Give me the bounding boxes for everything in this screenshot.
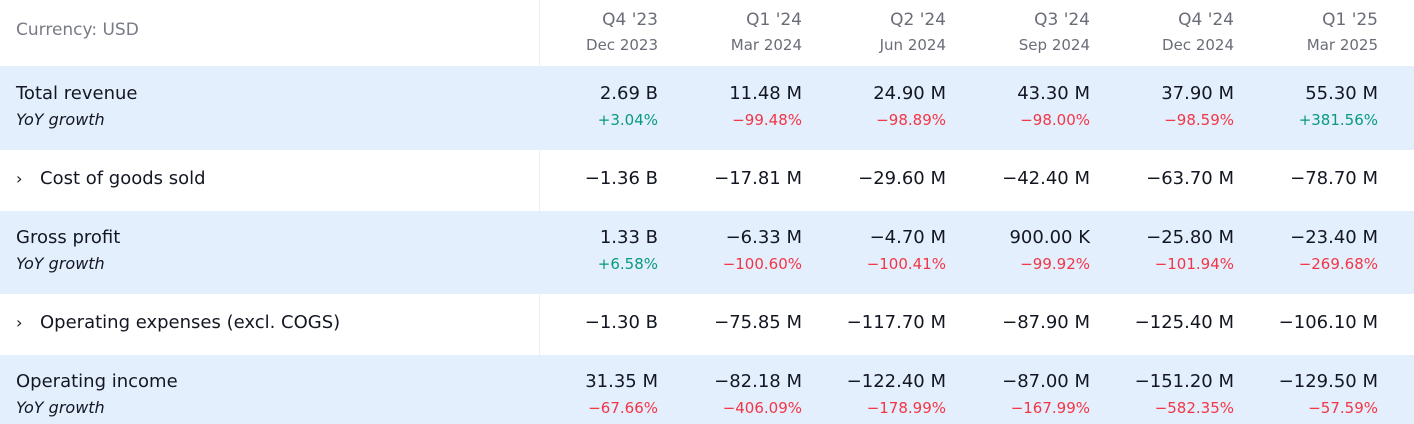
row-operating-expenses[interactable]: › Operating expenses (excl. COGS) −1.30 B…: [0, 294, 1414, 355]
cell-value: −75.85 M: [714, 312, 802, 333]
period-date: Mar 2024: [730, 36, 802, 54]
cell-growth: −582.35%: [1154, 399, 1234, 417]
cell-growth: −99.48%: [732, 111, 802, 129]
row-label: Total revenue: [16, 83, 138, 104]
row-label: Cost of goods sold: [40, 168, 206, 189]
row-label: Operating expenses (excl. COGS): [40, 312, 341, 333]
row-cogs[interactable]: › Cost of goods sold −1.36 B −17.81 M −29…: [0, 150, 1414, 211]
cell-growth: −167.99%: [1010, 399, 1090, 417]
cell-value: −151.20 M: [1134, 371, 1234, 392]
cell-growth: −98.00%: [1020, 111, 1090, 129]
cell-value: −4.70 M: [869, 227, 946, 248]
cell-value: −29.60 M: [858, 168, 946, 189]
cell-growth: −98.89%: [876, 111, 946, 129]
period-date: Dec 2024: [1162, 36, 1234, 54]
row-label: Gross profit: [16, 227, 121, 248]
row-sub-label: YoY growth: [16, 254, 105, 273]
row-label: Operating income: [16, 371, 178, 392]
period-date: Dec 2023: [586, 36, 658, 54]
row-expand-toggle[interactable]: › Cost of goods sold: [16, 168, 206, 189]
cell-value: 31.35 M: [585, 371, 658, 392]
cell-value: −23.40 M: [1290, 227, 1378, 248]
period-quarter: Q1 '24: [746, 10, 802, 30]
chevron-right-icon[interactable]: ›: [16, 169, 23, 188]
cell-value: −122.40 M: [846, 371, 946, 392]
row-expand-toggle[interactable]: › Operating expenses (excl. COGS): [16, 312, 340, 333]
cell-value: 11.48 M: [729, 83, 802, 104]
cell-value: −1.30 B: [584, 312, 658, 333]
cell-growth: −67.66%: [588, 399, 658, 417]
currency-label: Currency: USD: [16, 20, 139, 40]
period-quarter: Q3 '24: [1034, 10, 1090, 30]
cell-value: −42.40 M: [1002, 168, 1090, 189]
cell-growth: −406.09%: [722, 399, 802, 417]
cell-value: 55.30 M: [1305, 83, 1378, 104]
cell-value: −6.33 M: [725, 227, 802, 248]
cell-growth: −101.94%: [1154, 255, 1234, 273]
cell-value: 24.90 M: [873, 83, 946, 104]
period-quarter: Q2 '24: [890, 10, 946, 30]
cell-growth: −100.60%: [722, 255, 802, 273]
cell-growth: −100.41%: [866, 255, 946, 273]
period-quarter: Q4 '23: [602, 10, 658, 30]
row-total-revenue: Total revenue YoY growth 2.69 B +3.04% 1…: [0, 66, 1414, 150]
row-gross-profit: Gross profit YoY growth 1.33 B +6.58% −6…: [0, 211, 1414, 294]
row-operating-income: Operating income YoY growth 31.35 M −67.…: [0, 355, 1414, 424]
cell-value: 2.69 B: [599, 83, 658, 104]
cell-growth: −178.99%: [866, 399, 946, 417]
cell-value: 900.00 K: [1009, 227, 1090, 248]
cell-growth: −269.68%: [1298, 255, 1378, 273]
period-quarter: Q1 '25: [1322, 10, 1378, 30]
cell-growth: −57.59%: [1308, 399, 1378, 417]
cell-value: −129.50 M: [1278, 371, 1378, 392]
cell-growth: +3.04%: [597, 111, 658, 129]
cell-value: 37.90 M: [1161, 83, 1234, 104]
cell-value: −63.70 M: [1146, 168, 1234, 189]
cell-value: 1.33 B: [599, 227, 658, 248]
period-date: Jun 2024: [879, 36, 946, 54]
cell-growth: −98.59%: [1164, 111, 1234, 129]
cell-value: −82.18 M: [714, 371, 802, 392]
cell-value: −87.90 M: [1002, 312, 1090, 333]
cell-growth: +6.58%: [597, 255, 658, 273]
chevron-right-icon[interactable]: ›: [16, 313, 23, 332]
cell-value: −78.70 M: [1290, 168, 1378, 189]
period-date: Sep 2024: [1018, 36, 1090, 54]
header-row: Currency: USD Q4 '23 Dec 2023 Q1 '24 Mar…: [0, 0, 1414, 66]
period-date: Mar 2025: [1306, 36, 1378, 54]
cell-growth: +381.56%: [1298, 111, 1378, 129]
cell-value: −25.80 M: [1146, 227, 1234, 248]
cell-value: 43.30 M: [1017, 83, 1090, 104]
cell-value: −117.70 M: [846, 312, 946, 333]
period-quarter: Q4 '24: [1178, 10, 1234, 30]
cell-value: −1.36 B: [584, 168, 658, 189]
cell-value: −17.81 M: [714, 168, 802, 189]
row-sub-label: YoY growth: [16, 110, 105, 129]
cell-growth: −99.92%: [1020, 255, 1090, 273]
row-sub-label: YoY growth: [16, 398, 105, 417]
cell-value: −106.10 M: [1278, 312, 1378, 333]
cell-value: −125.40 M: [1134, 312, 1234, 333]
cell-value: −87.00 M: [1002, 371, 1090, 392]
